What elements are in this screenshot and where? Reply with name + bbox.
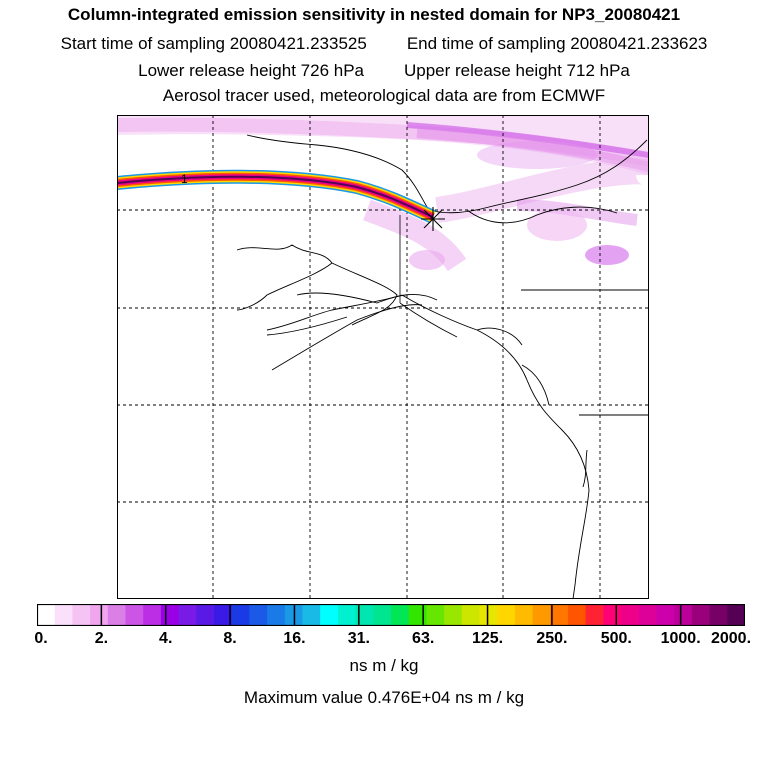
trajectory-label: 1 <box>181 172 188 186</box>
colorbar-tick-label: 500. <box>600 630 632 647</box>
colorbar-tick-label: 8. <box>223 630 237 647</box>
start-time-label: Start time of sampling 20080421.233525 <box>60 34 367 53</box>
borders <box>399 215 458 338</box>
colorbar-border <box>37 604 745 626</box>
colorbar-tick-label: 16. <box>283 630 306 647</box>
end-time-label: End time of sampling 20080421.233623 <box>406 34 708 53</box>
colorbar-swatch <box>72 604 91 626</box>
colorbar-swatch <box>638 604 657 626</box>
colorbar-tick-label: 31. <box>347 630 370 647</box>
colorbar-swatch <box>178 604 197 626</box>
colorbar <box>37 604 745 626</box>
colorbar-swatch <box>585 604 604 626</box>
max-value-text: Maximum value 0.476E+04 ns m / kg <box>243 688 525 707</box>
colorbar-tick-label: 4. <box>159 630 173 647</box>
colorbar-tick-label: 2. <box>94 630 109 647</box>
colorbar-swatch <box>196 604 215 626</box>
colorbar-tick-label: 1000. <box>660 630 701 647</box>
tracer-info: Aerosol tracer used, meteorological data… <box>162 86 606 105</box>
colorbar-swatch <box>249 604 268 626</box>
colorbar-swatch <box>125 604 144 626</box>
colorbar-swatch <box>532 604 551 626</box>
colorbar-swatch <box>391 604 410 626</box>
colorbar-swatch <box>408 604 427 626</box>
colorbar-tick-label: 125. <box>471 630 504 647</box>
trajectory-band <box>117 169 436 224</box>
colorbar-swatch <box>231 604 250 626</box>
map-frame <box>117 115 649 599</box>
colorbar-swatch <box>426 604 445 626</box>
colorbar-swatch <box>674 604 693 626</box>
colorbar-swatch <box>267 604 286 626</box>
colorbar-swatch <box>514 604 534 626</box>
colorbar-swatch <box>320 604 339 626</box>
colorbar-swatch <box>709 604 728 626</box>
colorbar-swatch <box>497 604 516 626</box>
colorbar-swatch <box>479 604 498 626</box>
release-star-icon <box>421 207 445 231</box>
release-heights: Lower release height 726 hPa Upper releas… <box>0 61 768 81</box>
colorbar-tick-label: 0. <box>34 630 48 647</box>
colorbar-tick-label: 250. <box>536 630 568 647</box>
sensitivity-field <box>117 115 649 272</box>
graticule <box>117 115 649 599</box>
colorbar-swatch <box>355 604 374 626</box>
sensitivity-map: 1 <box>117 115 649 599</box>
colorbar-tick-label: 2000. <box>710 630 752 647</box>
colorbar-swatch <box>550 604 569 626</box>
colorbar-swatch <box>568 604 587 626</box>
colorbar-swatch <box>90 604 109 626</box>
colorbar-swatch <box>603 604 622 626</box>
colorbar-swatch <box>656 604 675 626</box>
upper-release-label: Upper release height 712 hPa <box>404 61 630 80</box>
lower-release-label: Lower release height 726 hPa <box>138 61 364 80</box>
colorbar-swatch <box>160 604 180 626</box>
colorbar-swatch <box>621 604 640 626</box>
colorbar-tick-label: 63. <box>412 630 435 647</box>
plot-title: Column-integrated emission sensitivity i… <box>67 5 681 24</box>
colorbar-swatch <box>37 604 56 626</box>
colorbar-swatch <box>143 604 162 626</box>
colorbar-swatch <box>54 604 73 626</box>
colorbar-swatch <box>444 604 463 626</box>
colorbar-swatch <box>373 604 392 626</box>
sampling-times: Start time of sampling 20080421.233525 En… <box>0 34 768 54</box>
colorbar-swatch <box>727 604 745 626</box>
colorbar-swatch <box>302 604 321 626</box>
colorbar-swatch <box>337 604 357 626</box>
colorbar-units: ns m / kg <box>349 656 419 675</box>
colorbar-swatch <box>214 604 233 626</box>
colorbar-swatch <box>461 604 480 626</box>
colorbar-swatch <box>691 604 711 626</box>
colorbar-swatch <box>107 604 126 626</box>
